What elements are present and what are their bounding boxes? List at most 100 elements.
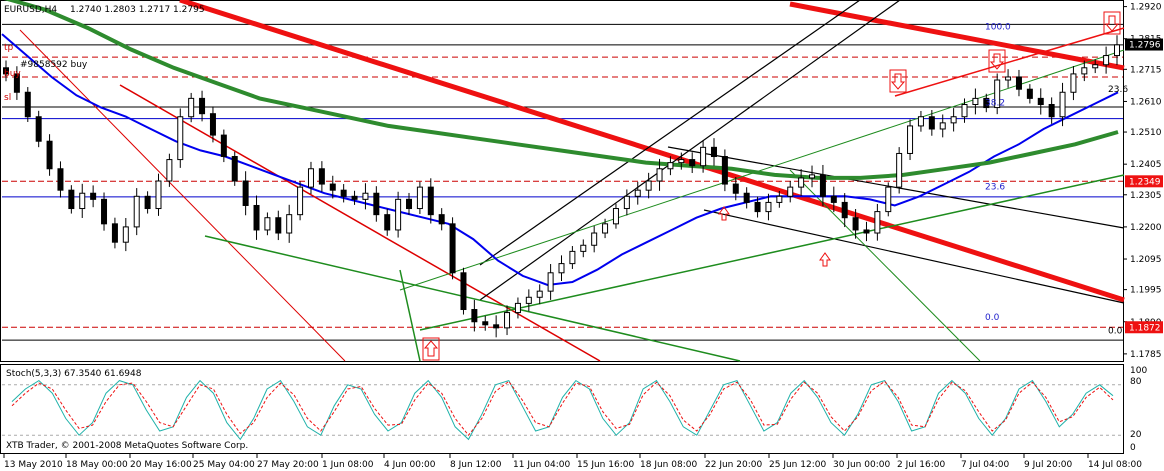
- candle-body: [329, 183, 336, 191]
- red-trendline-upper: [179, 0, 1125, 303]
- candle-body: [874, 211, 881, 234]
- trendlines: [19, 0, 1125, 362]
- left-label-sl: sl: [4, 93, 11, 103]
- candle-body: [809, 174, 816, 179]
- green-line-1: [204, 235, 741, 362]
- time-tick-label: 27 May 20:00: [257, 460, 319, 470]
- candle-body: [667, 162, 674, 170]
- candle-body: [525, 296, 532, 304]
- fib-label: 100.0: [985, 23, 1011, 33]
- candle-body: [307, 168, 314, 188]
- candle-body: [939, 122, 946, 130]
- stoch-tick-label: 80: [1130, 377, 1142, 387]
- time-tick-label: 25 May 04:00: [193, 460, 255, 470]
- candle-body: [1037, 97, 1044, 106]
- candle-body: [373, 192, 380, 216]
- left-label-tp: tp: [4, 43, 14, 53]
- candle-body: [177, 116, 184, 161]
- fib-label: 38.2: [985, 99, 1005, 109]
- stoch-panel: [0, 364, 1124, 454]
- candle-body: [710, 146, 717, 158]
- candle-body: [1114, 44, 1120, 57]
- candle-body: [819, 174, 826, 197]
- candle-body: [111, 223, 118, 243]
- candle-body: [1070, 73, 1077, 93]
- candle-body: [1026, 88, 1033, 99]
- symbol-label: EURUSD,H4: [4, 5, 57, 15]
- candle-body: [406, 198, 413, 210]
- candle-body: [1103, 55, 1110, 66]
- candle-body: [1048, 104, 1055, 118]
- fib-label: 23.6: [985, 183, 1005, 193]
- red-trendline-top: [789, 1, 1125, 71]
- price-tick-label: 1.2510: [1130, 128, 1162, 138]
- candle-body: [787, 186, 794, 197]
- candle-body: [318, 168, 325, 185]
- time-tick-label: 8 Jun 12:00: [450, 460, 502, 470]
- stoch-main-line: [11, 379, 1114, 441]
- candle-body: [493, 324, 500, 329]
- candle-body: [950, 116, 957, 124]
- candle-body: [732, 183, 739, 194]
- time-tick-label: 13 May 2010: [4, 460, 63, 470]
- arrow-down-icon: [1103, 11, 1121, 35]
- candle-body: [199, 97, 206, 115]
- fib-labels: 100.0 38.2 23.6 0.0 23.6 0.0: [985, 23, 1128, 337]
- candle-body: [917, 116, 924, 127]
- current-price-label: 1.2796: [1129, 41, 1161, 51]
- time-tick-label: 2 Jul 16:00: [897, 460, 946, 470]
- candle-body: [754, 201, 761, 213]
- price-tick-label: 1.2305: [1130, 191, 1162, 201]
- time-tick-label: 30 Jun 00:00: [833, 460, 890, 470]
- candle-body: [623, 195, 630, 210]
- candle-body: [90, 192, 97, 200]
- candle-body: [896, 152, 903, 188]
- candle-body: [983, 97, 990, 109]
- arrow-up-icon: [718, 206, 730, 221]
- green-line-4: [399, 49, 1125, 291]
- green-line-3: [399, 269, 421, 362]
- level-price-box: [1125, 175, 1163, 188]
- candle-body: [798, 177, 805, 188]
- candle-body: [852, 217, 859, 231]
- level-price-box: [1125, 321, 1163, 334]
- price-tick-label: 1.2095: [1130, 255, 1162, 265]
- candle-body: [482, 321, 489, 326]
- price-tick-label: 1.2920: [1130, 3, 1162, 13]
- candle-body: [863, 229, 870, 234]
- candle-body: [645, 180, 652, 191]
- horizontal-levels: [2, 23, 1123, 341]
- candle-body: [765, 201, 772, 213]
- arrow-down-icon: [988, 49, 1006, 73]
- candle-body: [972, 97, 979, 106]
- candle-body: [580, 244, 587, 252]
- candle-body: [68, 189, 75, 210]
- candle-body: [35, 116, 42, 142]
- stoch-tick-label: 20: [1130, 430, 1142, 440]
- stoch-signal-line: [11, 380, 1114, 437]
- candle-body: [689, 159, 696, 167]
- black-channel-2: [479, 0, 861, 266]
- price-tick-label: 1.1785: [1130, 350, 1162, 360]
- candle-body: [101, 198, 108, 225]
- ma-green-line: [3, 0, 1119, 180]
- price-tick-label: 1.2405: [1130, 160, 1162, 170]
- candle-body: [907, 125, 914, 154]
- main-panel: [0, 0, 1124, 362]
- candle-body: [569, 250, 576, 265]
- candle-body: [700, 146, 707, 167]
- candle-body: [776, 195, 783, 203]
- candle-body: [144, 195, 151, 210]
- level-price-label: 1.1872: [1129, 323, 1161, 333]
- candle-body: [188, 97, 195, 118]
- candle-body: [395, 198, 402, 231]
- price-tick-label: 1.1995: [1130, 286, 1162, 296]
- signal-arrows: [422, 11, 1121, 361]
- candle-body: [253, 204, 260, 231]
- arrow-up-icon: [422, 337, 440, 361]
- candle-body: [841, 201, 848, 219]
- candle-body: [547, 272, 554, 292]
- candle-body: [286, 214, 293, 234]
- candle-body: [220, 134, 227, 158]
